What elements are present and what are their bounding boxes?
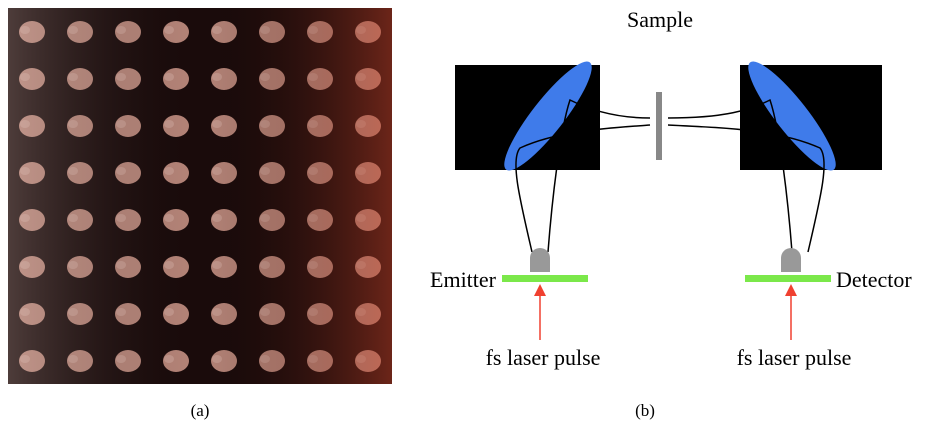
- detector-label: Detector: [836, 267, 912, 292]
- sample: [656, 92, 662, 160]
- emitter-substrate: [502, 275, 588, 282]
- setup-diagram: [455, 53, 882, 340]
- pulse-label: fs laser pulse: [737, 345, 852, 370]
- sample-label: Sample: [627, 7, 693, 32]
- caption-a: (a): [191, 401, 210, 420]
- sample-photo: [8, 8, 392, 384]
- figure: (a) Sample Emitter Detector fs laser pul…: [0, 0, 936, 427]
- detector-substrate: [745, 275, 831, 282]
- emitter-antenna: [530, 248, 550, 272]
- caption-b: (b): [635, 401, 655, 420]
- detector-antenna: [781, 248, 801, 272]
- pulse-label: fs laser pulse: [486, 345, 601, 370]
- emitter-label: Emitter: [430, 267, 497, 292]
